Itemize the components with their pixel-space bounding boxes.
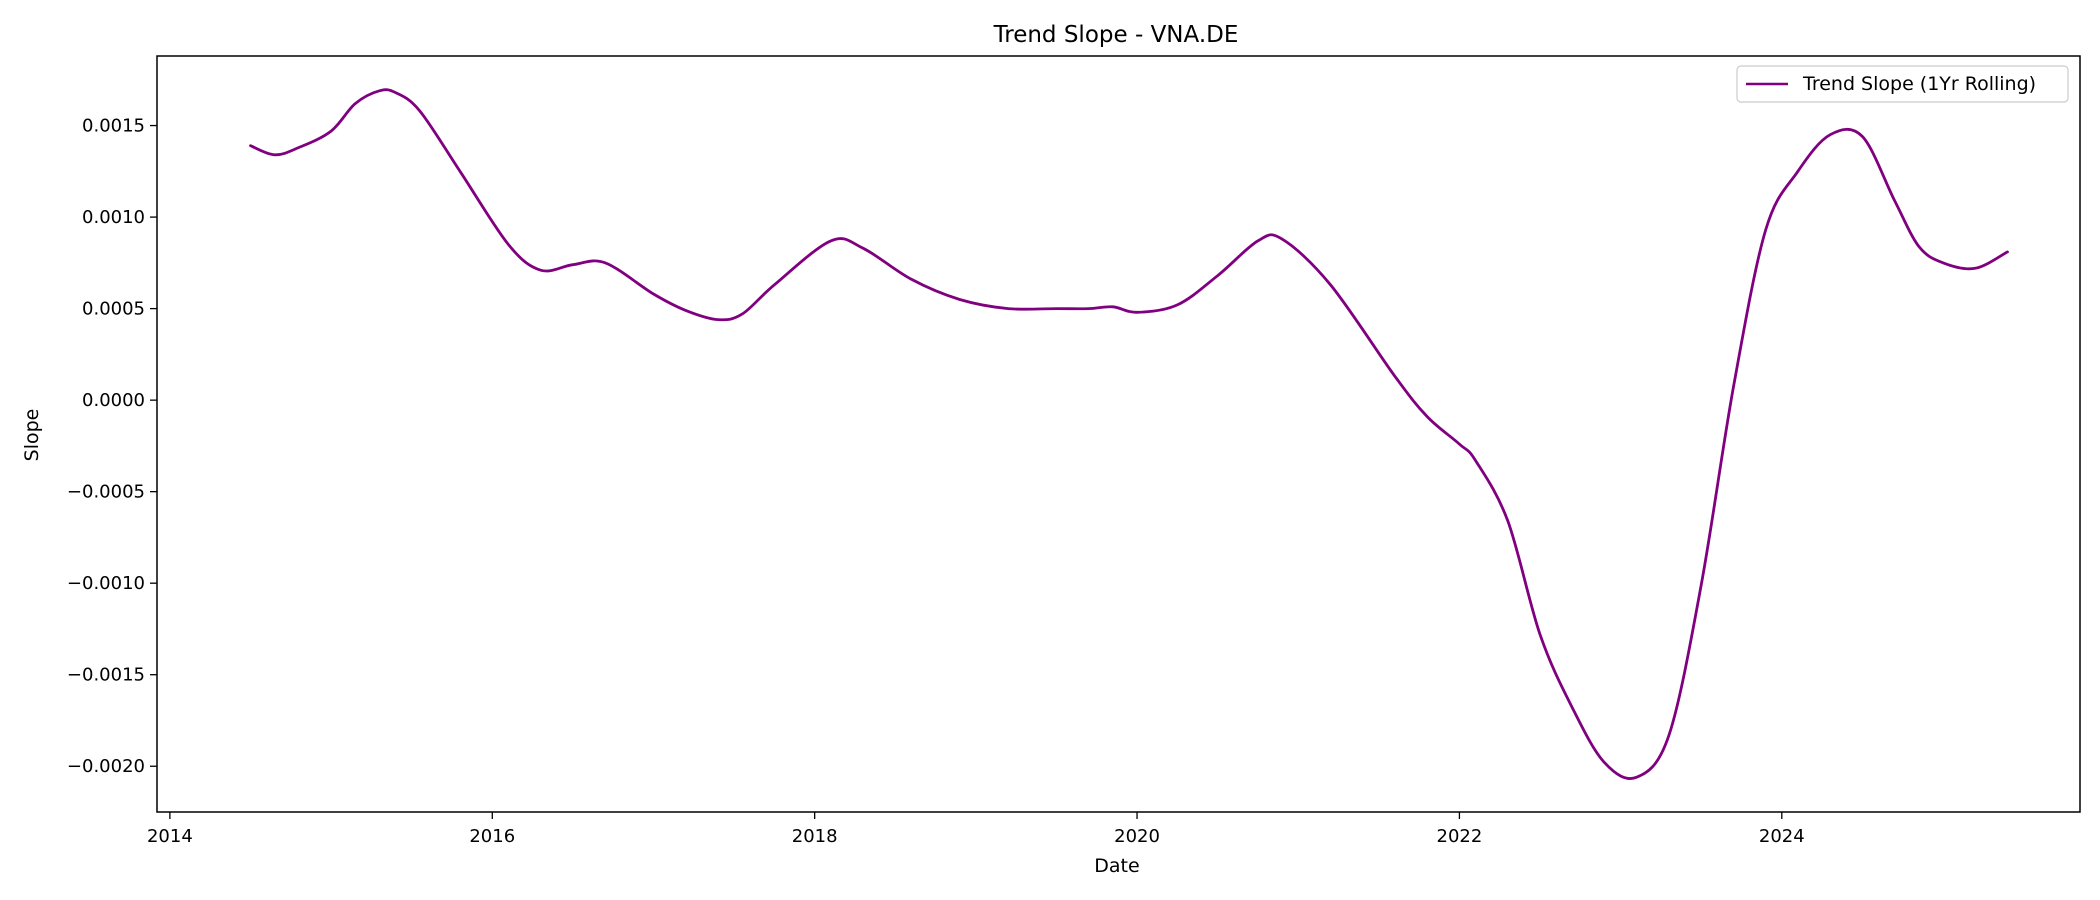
x-tick-label: 2016 (469, 826, 515, 847)
x-tick-label: 2018 (792, 826, 838, 847)
x-tick-label: 2022 (1437, 826, 1483, 847)
plot-area (156, 55, 2081, 813)
chart-title: Trend Slope - VNA.DE (993, 22, 1239, 48)
x-tick-label: 2014 (147, 826, 193, 847)
x-tick-label: 2020 (1114, 826, 1160, 847)
x-axis-title: Date (1094, 855, 1139, 877)
series-line-trend-slope (249, 88, 2009, 780)
series-layer (249, 88, 2009, 780)
x-axis-ticks: 2014 2016 2018 2020 2022 2024 (147, 812, 1805, 847)
legend: Trend Slope (1Yr Rolling) (1736, 65, 2069, 103)
y-tick-label: −0.0005 (67, 482, 145, 503)
legend-box (1736, 65, 2069, 103)
y-tick-label: 0.0010 (82, 207, 145, 228)
x-tick-label: 2024 (1759, 826, 1805, 847)
y-tick-label: 0.0015 (82, 116, 145, 137)
y-tick-label: 0.0000 (82, 390, 145, 411)
y-tick-label: −0.0015 (67, 665, 145, 686)
y-tick-label: −0.0010 (67, 573, 145, 594)
plot-frame (156, 55, 2081, 813)
y-tick-label: 0.0005 (82, 299, 145, 320)
y-axis-ticks: 0.0015 0.0010 0.0005 0.0000 −0.0005 −0.0010 −0… (67, 116, 157, 777)
y-axis-title: Slope (21, 409, 43, 462)
y-tick-label: −0.0020 (67, 756, 145, 777)
legend-label: Trend Slope (1Yr Rolling) (1802, 73, 2036, 95)
